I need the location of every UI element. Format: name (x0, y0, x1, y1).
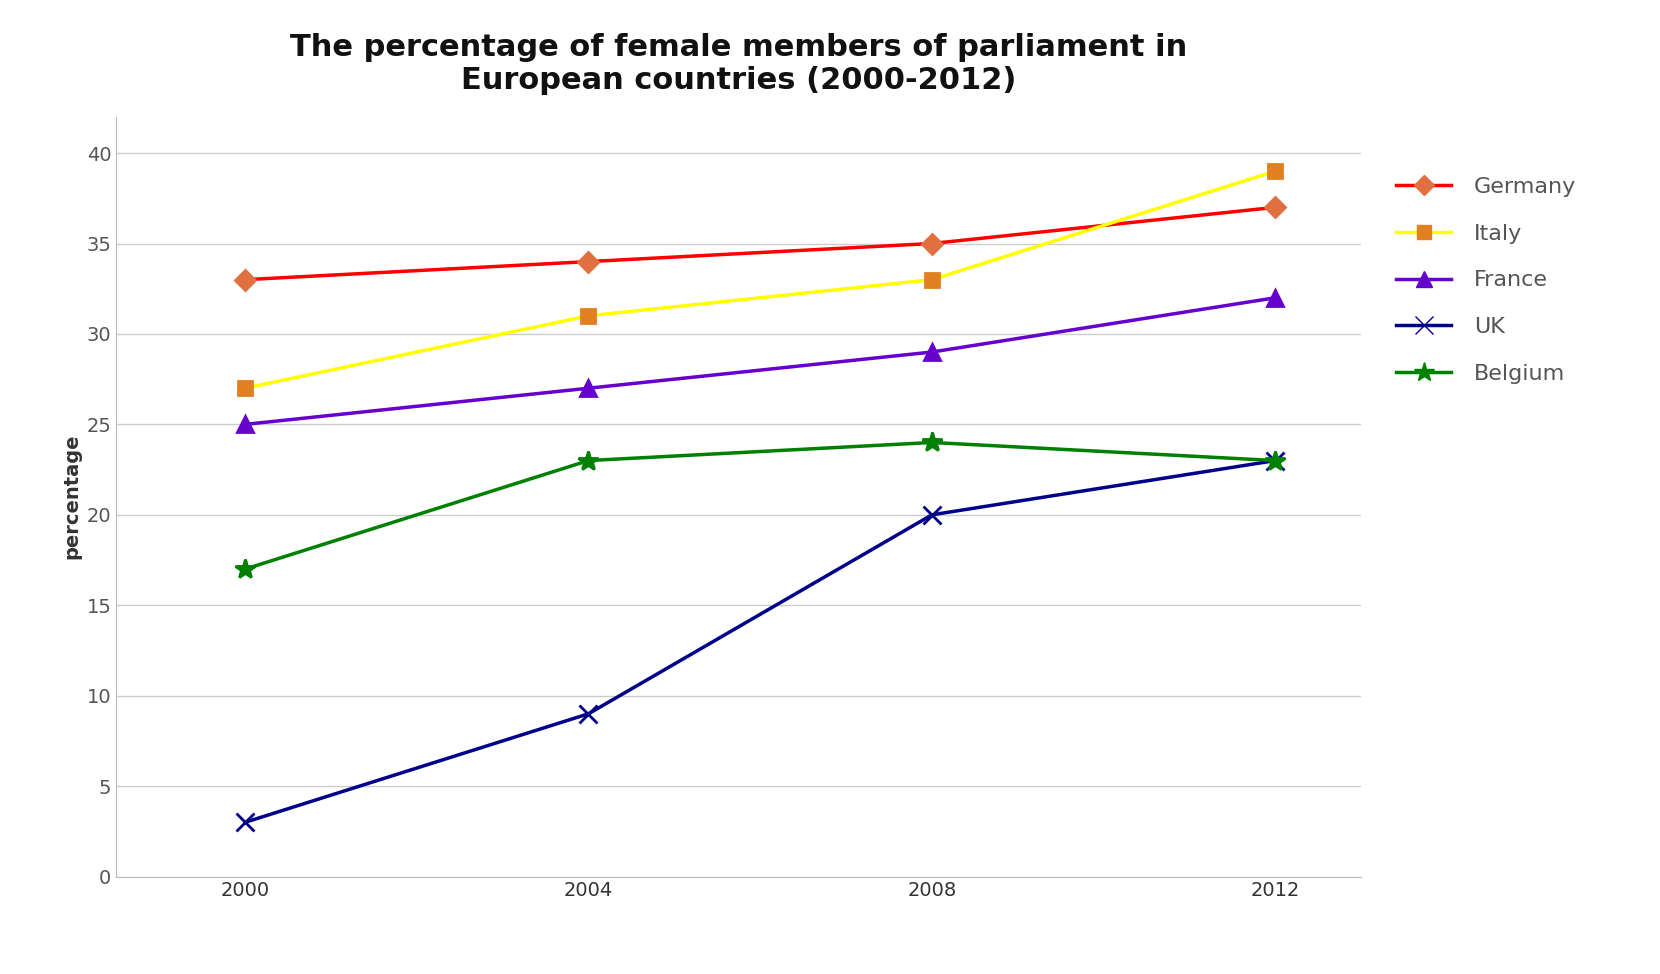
Y-axis label: percentage: percentage (61, 434, 81, 559)
Legend: Germany, Italy, France, UK, Belgium: Germany, Italy, France, UK, Belgium (1384, 166, 1587, 394)
Title: The percentage of female members of parliament in
European countries (2000-2012): The percentage of female members of parl… (290, 32, 1187, 95)
